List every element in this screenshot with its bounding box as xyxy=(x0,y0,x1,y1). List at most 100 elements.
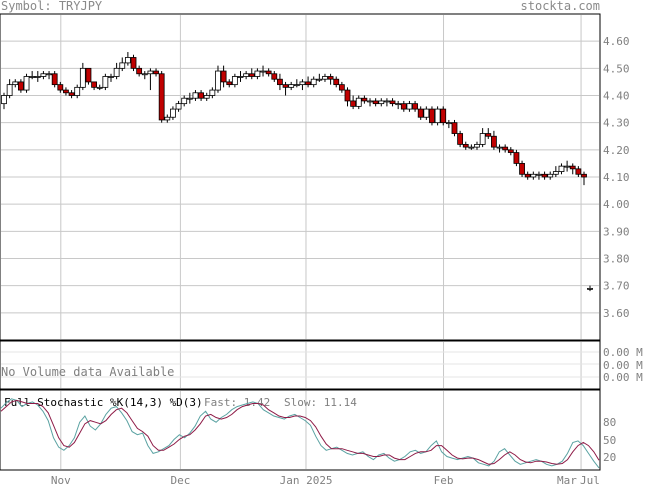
candle-body xyxy=(350,100,357,107)
candle-body xyxy=(558,165,565,172)
candle-body xyxy=(254,70,261,77)
candle-body xyxy=(536,173,542,176)
stochastic-lines xyxy=(0,398,600,469)
candle-body xyxy=(181,97,188,105)
candle-body xyxy=(63,89,69,94)
candle-body xyxy=(552,171,559,175)
candle-body xyxy=(265,70,272,75)
candle-body xyxy=(423,108,430,118)
candle-body xyxy=(338,84,345,91)
price-tick-label: 3.90 xyxy=(603,225,630,238)
candle-body xyxy=(29,76,36,78)
candle-body xyxy=(282,84,289,88)
candle-body xyxy=(513,152,520,164)
candle-body xyxy=(192,92,199,99)
volume-axis-label-2: 0.00 M xyxy=(603,359,643,372)
candle-body xyxy=(496,146,503,149)
candle-body xyxy=(124,57,131,64)
candle-body xyxy=(175,103,182,110)
price-tick-label: 3.80 xyxy=(603,253,630,266)
candle-body xyxy=(130,57,137,69)
candle-body xyxy=(445,122,452,125)
price-tick-label: 4.50 xyxy=(603,62,630,75)
symbol-value: TRYJPY xyxy=(58,0,103,13)
candle-body xyxy=(288,84,295,88)
candle-body xyxy=(564,165,571,168)
candle-body xyxy=(6,84,13,96)
stochastic-axis-20: 20 xyxy=(603,451,616,464)
slow-label-text: Slow: xyxy=(284,396,317,409)
candle-body xyxy=(108,76,114,78)
volume-message: No Volume data Available xyxy=(1,365,174,379)
candle-body xyxy=(226,81,233,86)
candle-body xyxy=(293,84,300,87)
candle-body xyxy=(231,76,238,86)
candle-body xyxy=(91,81,97,88)
stochastic-axis-80: 80 xyxy=(603,416,616,429)
stochastic-grid xyxy=(60,391,582,469)
symbol-label: Symbol: xyxy=(1,0,52,13)
candle-body xyxy=(457,133,464,145)
candle-body xyxy=(51,73,58,86)
candle-body xyxy=(400,103,407,110)
candle-body xyxy=(119,62,126,69)
candle-body xyxy=(68,92,75,96)
candle-body xyxy=(170,108,176,118)
candle-body xyxy=(153,70,159,75)
candle-body xyxy=(587,287,593,290)
candle-body xyxy=(271,73,278,80)
fast-label-text: Fast: xyxy=(204,396,237,409)
candle-body xyxy=(519,163,525,175)
candle-body xyxy=(23,76,30,91)
candle-body xyxy=(158,73,165,121)
candle-body xyxy=(186,97,193,100)
x-tick-label: Jul xyxy=(580,474,600,486)
candle-body xyxy=(462,143,469,148)
candle-body xyxy=(429,108,435,124)
candle-body xyxy=(299,81,306,86)
candle-body xyxy=(333,78,340,86)
candle-body xyxy=(74,86,81,96)
candle-body xyxy=(113,67,120,77)
candle-body xyxy=(389,100,396,105)
candle-body xyxy=(203,95,210,99)
candle-body xyxy=(361,97,368,102)
price-tick-label: 3.60 xyxy=(603,307,630,320)
x-axis: Nov Dec Jan 2025 Feb Mar Jul xyxy=(51,474,600,486)
candle-body xyxy=(372,100,379,105)
stochastic-panel: Full Stochastic %K(14,3) %D(3) Fast: 1.4… xyxy=(0,389,616,471)
site-label[interactable]: stockta.com xyxy=(520,0,600,13)
candle-body xyxy=(198,92,204,99)
candle-body xyxy=(141,73,148,76)
candle-body xyxy=(440,108,447,124)
volume-axis-label-1: 0.00 M xyxy=(603,346,643,359)
candle-body xyxy=(277,78,283,86)
candle-body xyxy=(209,89,216,96)
stochastic-title: Full Stochastic %K(14,3) %D(3) xyxy=(4,396,203,409)
candle-body xyxy=(434,108,441,124)
candle-body xyxy=(310,78,317,86)
candle-body xyxy=(575,168,582,175)
candle-body xyxy=(530,173,537,178)
x-tick-label: Dec xyxy=(171,474,191,486)
candle-body xyxy=(136,67,143,75)
candle-body xyxy=(327,76,334,80)
x-tick-label: Mar xyxy=(557,474,577,486)
candle-body xyxy=(406,103,413,110)
slow-value: 11.14 xyxy=(324,396,357,409)
candle-body xyxy=(57,84,64,91)
volume-panel: No Volume data Available 0.00 M 0.00 M 0… xyxy=(0,340,643,390)
candle-body xyxy=(79,67,86,88)
candle-body xyxy=(378,100,385,105)
candles xyxy=(1,52,593,292)
candle-body xyxy=(102,76,109,88)
candle-body xyxy=(40,73,47,77)
stochastic-axis-50: 50 xyxy=(603,434,616,447)
candle-body xyxy=(479,133,486,145)
candle-body xyxy=(17,81,24,91)
price-axis: 3.60 3.70 3.80 3.90 4.00 4.10 4.20 4.30 4.40 4.50… xyxy=(603,35,630,320)
candle-body xyxy=(316,78,323,81)
candle-body xyxy=(85,67,92,83)
candle-body xyxy=(491,135,497,148)
